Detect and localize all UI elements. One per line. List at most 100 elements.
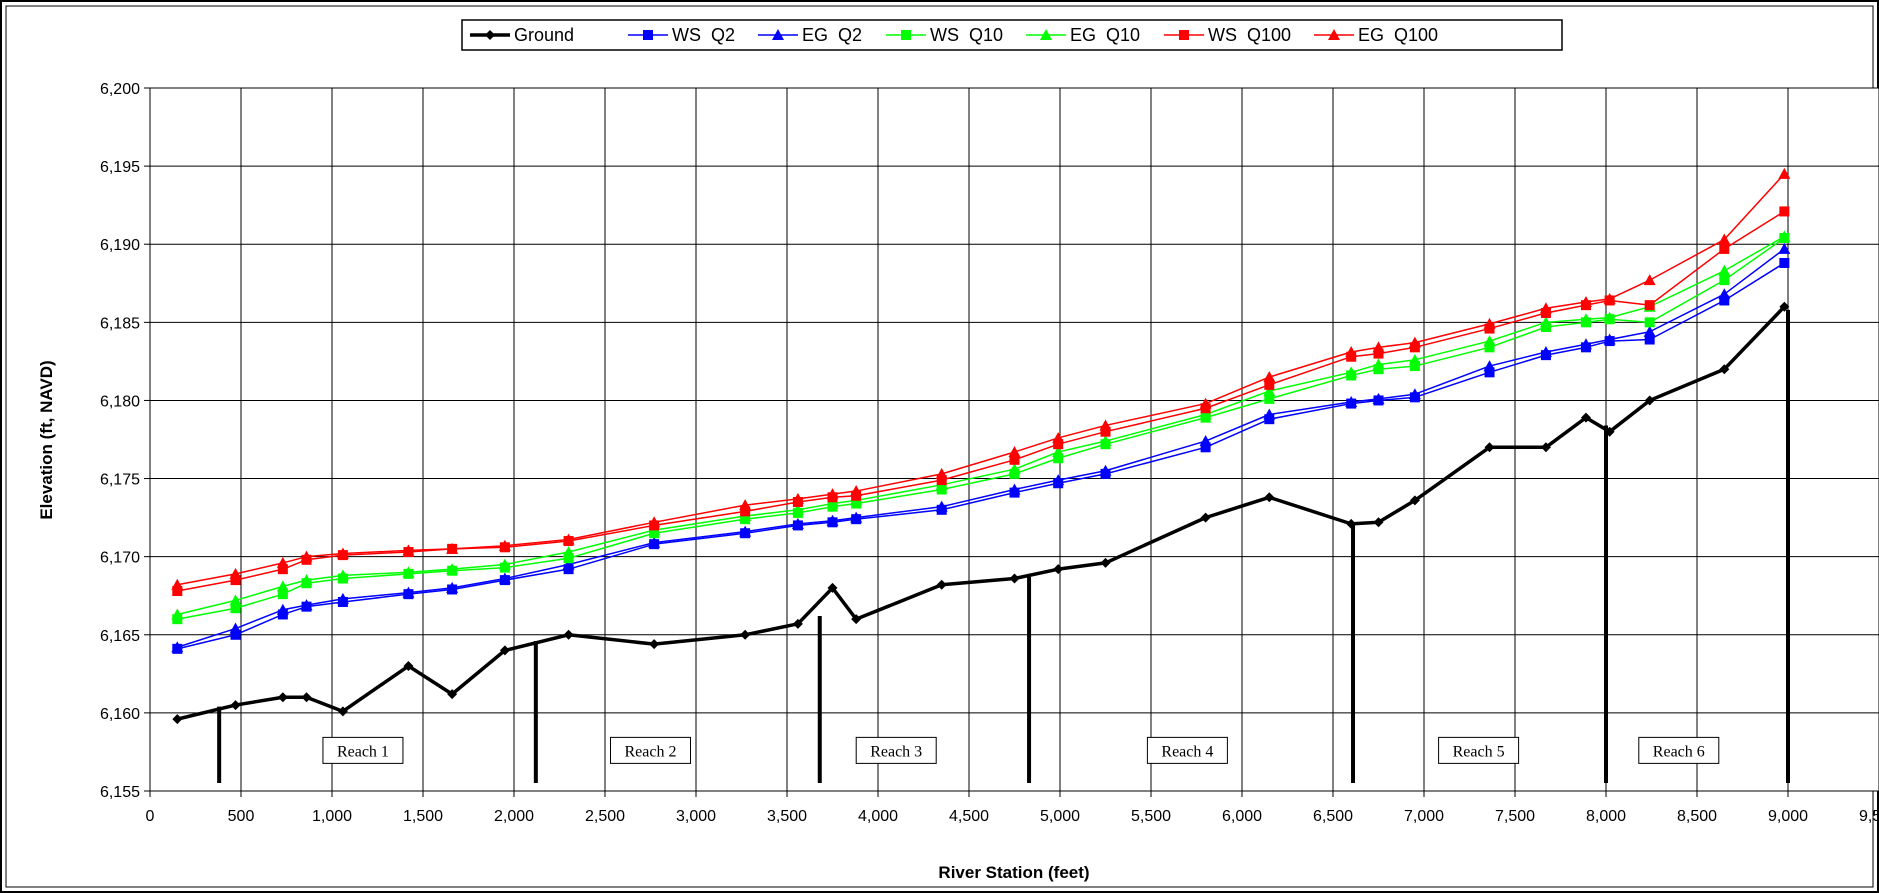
data-point-ws-q100 (230, 575, 241, 586)
series-line-eg-q100 (177, 173, 1785, 586)
legend-item-ground: Ground (470, 25, 574, 45)
legend-item-ws-q100: WS Q100 (1164, 25, 1291, 45)
data-point-eg-q2 (1345, 396, 1358, 408)
data-point-ground (1779, 301, 1790, 312)
series-line-eg-q2 (177, 248, 1785, 648)
data-point-ws-q2 (1484, 367, 1495, 378)
data-point-ws-q100 (740, 506, 751, 517)
data-point-eg-q100 (1263, 371, 1276, 383)
y-tick-label: 6,165 (100, 628, 140, 645)
data-point-ws-q2 (1779, 257, 1790, 268)
data-point-eg-q100 (562, 533, 575, 545)
legend-swatch-marker (643, 30, 653, 40)
reach-label-text: Reach 1 (337, 743, 389, 760)
data-point-eg-q100 (1718, 233, 1731, 245)
data-point-eg-q10 (1603, 311, 1616, 323)
data-point-ground (403, 661, 414, 672)
reach-label: Reach 1 (322, 736, 404, 764)
data-point-eg-q2 (1408, 388, 1421, 400)
reach-label: Reach 6 (1638, 736, 1720, 764)
data-point-eg-q10 (336, 569, 349, 581)
data-point-eg-q10 (1345, 366, 1358, 378)
legend-swatch-marker (1040, 29, 1052, 40)
x-tick-label: 3,000 (676, 808, 716, 825)
data-point-ws-q100 (172, 586, 183, 597)
data-point-eg-q2 (1052, 474, 1065, 486)
grid (150, 88, 1879, 791)
x-tick-label: 0 (146, 808, 155, 825)
data-point-ws-q100 (936, 475, 947, 486)
data-point-eg-q100 (1778, 167, 1791, 179)
legend-label: EG Q10 (1070, 25, 1140, 45)
data-point-eg-q10 (300, 574, 313, 586)
data-point-eg-q2 (498, 572, 511, 584)
data-point-eg-q10 (562, 545, 575, 557)
data-point-eg-q2 (171, 641, 184, 653)
legend-swatch-marker (485, 30, 495, 40)
data-point-ground (792, 618, 803, 629)
data-point-eg-q2 (1718, 288, 1731, 300)
data-point-eg-q10 (1483, 335, 1496, 347)
series-eg-q100 (171, 167, 1791, 590)
data-point-eg-q2 (739, 525, 752, 537)
data-point-eg-q2 (1539, 346, 1552, 358)
data-point-eg-q2 (1603, 333, 1616, 345)
data-point-eg-q100 (276, 556, 289, 568)
data-point-eg-q2 (402, 586, 415, 598)
data-point-ws-q2 (230, 629, 241, 640)
data-point-ws-q10 (563, 553, 574, 564)
data-point-eg-q100 (336, 547, 349, 559)
data-point-ground (740, 629, 751, 640)
x-tick-label: 1,500 (403, 808, 443, 825)
x-tick-label: 5,000 (1040, 808, 1080, 825)
data-point-ground (172, 714, 183, 725)
data-point-ground (936, 579, 947, 590)
data-point-ws-q2 (1200, 442, 1211, 453)
x-tick-label: 3,500 (767, 808, 807, 825)
data-point-ground (1604, 426, 1615, 437)
reach-markers (217, 309, 1790, 783)
legend: Ground WS Q2 EG Q2 WS Q10 EG Q10 WS Q100 EG Q1… (461, 19, 1563, 51)
data-point-eg-q100 (1199, 397, 1212, 409)
data-point-eg-q2 (1372, 392, 1385, 404)
data-point-eg-q10 (826, 497, 839, 509)
x-tick-label: 7,500 (1495, 808, 1535, 825)
data-point-ground (1100, 557, 1111, 568)
data-point-eg-q2 (1199, 435, 1212, 447)
data-point-ws-q10 (1409, 361, 1420, 372)
data-point-ws-q100 (1644, 300, 1655, 311)
plot-area (149, 87, 1879, 792)
reach-label-box (322, 736, 404, 764)
data-point-ground (337, 706, 348, 717)
data-point-ground (1719, 364, 1730, 375)
series-ground (172, 301, 1790, 725)
data-point-eg-q10 (1099, 435, 1112, 447)
legend-swatch-marker (772, 29, 784, 40)
y-tick-label: 6,190 (100, 237, 140, 254)
data-point-eg-q100 (1008, 445, 1021, 457)
data-point-eg-q2 (850, 511, 863, 523)
data-point-eg-q2 (935, 500, 948, 512)
data-point-eg-q2 (446, 581, 459, 593)
data-point-eg-q100 (850, 485, 863, 497)
data-point-eg-q100 (826, 488, 839, 500)
reach-label-box (1438, 736, 1520, 764)
y-tick-label: 6,160 (100, 706, 140, 723)
x-tick-label: 5,500 (1131, 808, 1171, 825)
data-point-eg-q100 (1539, 302, 1552, 314)
data-point-eg-q10 (1263, 385, 1276, 397)
legend-item-ws-q10: WS Q10 (886, 25, 1003, 45)
data-point-eg-q2 (1483, 360, 1496, 372)
data-point-eg-q2 (791, 517, 804, 529)
data-point-eg-q2 (648, 536, 661, 548)
data-point-ground (499, 645, 510, 656)
axis-ticks: 0 500 1,000 1,500 2,000 2,500 3,000 3,500 4,000 4… (100, 81, 1879, 825)
reach-label-text: Reach 3 (870, 743, 922, 760)
data-point-eg-q2 (276, 603, 289, 615)
data-point-ground (1346, 518, 1357, 529)
series-group (171, 167, 1791, 725)
data-point-eg-q10 (1718, 264, 1731, 276)
data-point-ground (1053, 564, 1064, 575)
data-point-eg-q100 (1052, 431, 1065, 443)
x-tick-label: 6,500 (1313, 808, 1353, 825)
